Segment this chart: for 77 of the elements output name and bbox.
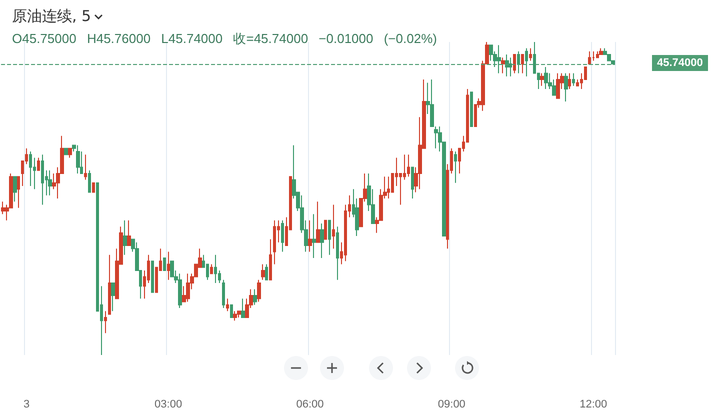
candlestick [269,238,272,280]
candlestick [257,279,261,302]
candlestick [336,226,339,280]
candlestick [529,48,532,62]
x-tick-label: 06:00 [296,398,324,410]
candlestick [308,220,312,252]
candlestick [92,182,95,193]
candlestick [470,92,473,128]
candlestick [88,170,91,193]
candlestick [509,57,512,77]
candlestick [332,204,335,250]
candlestick [17,176,20,208]
candlestick [13,176,17,202]
text: 45.74000 [652,54,708,71]
candlestick [320,223,324,258]
candlestick [76,144,80,174]
candlestick [178,273,182,309]
candlestick [387,176,390,199]
candlestick [37,157,40,171]
candlestick [592,50,595,62]
candlestick [253,288,257,306]
candlestick [544,66,548,90]
candlestick [226,298,229,312]
candlestick [454,151,457,184]
candlestick [513,54,516,74]
candlestick [596,50,599,58]
candlestick [104,310,107,334]
candlestick [210,264,213,274]
candlestick [41,154,44,206]
candlestick [68,148,72,158]
candlestick [521,54,524,74]
candlestick [261,264,265,280]
x-tick-label: 3 [24,398,30,410]
candlestick [564,72,568,102]
candlestick [111,282,115,312]
candlestick [237,310,241,318]
candlestick [312,214,316,258]
candlestick [572,72,575,86]
candlestick [517,50,520,74]
candlestick [497,44,501,74]
candlestick [407,154,410,178]
candlestick [556,72,560,99]
candlestick [568,72,571,90]
candlestick [64,148,68,156]
candlestick [186,273,190,302]
candlestick [505,54,509,77]
x-tick-label: 03:00 [154,398,182,410]
candlestick [214,254,217,284]
x-tick-label: 09:00 [438,398,466,410]
candlestick [316,201,320,243]
candlestick [29,151,32,186]
candlestick [265,264,268,280]
candlestick [588,50,591,64]
candlestick [84,154,87,180]
candlestick [233,310,237,322]
candlestick [501,57,505,74]
candlestick [599,48,603,56]
x-tick-label: 12:00 [580,398,608,410]
candlestick [163,257,166,271]
candlestick [525,48,528,77]
candlestick [411,166,414,199]
candlestick [281,220,284,252]
candlestick [230,304,233,318]
candlestick [123,220,127,256]
candlestick [273,220,276,265]
candlestick [328,220,331,256]
candlestick [108,254,111,315]
annotation: O45.75000 H45.76000 L45.74000 收=45.74000 −0.01000 (−0.02%) [12,30,437,48]
candlestick [222,279,225,309]
candlestick [324,220,327,240]
candlestick [127,220,131,246]
candlestick [540,72,544,86]
candlestick [48,170,52,196]
chart-title: 原油连续, 5 [12,7,92,26]
candlestick [241,298,245,318]
candlestick [151,260,154,293]
candlestick [167,251,170,280]
